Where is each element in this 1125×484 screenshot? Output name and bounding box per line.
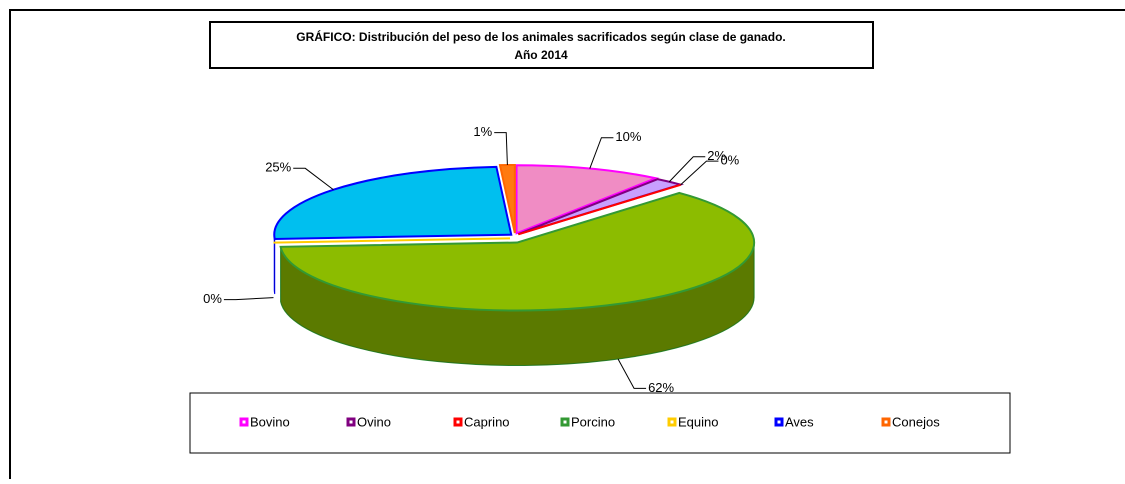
legend-marker-inner: [564, 421, 567, 424]
data-label: 62%: [648, 380, 674, 395]
legend-label: Bovino: [250, 414, 290, 429]
legend-label: Equino: [678, 414, 718, 429]
legend-marker-inner: [243, 421, 246, 424]
legend-marker-inner: [885, 421, 888, 424]
legend-marker-inner: [778, 421, 781, 424]
data-label: 25%: [265, 160, 291, 175]
legend-marker-inner: [350, 421, 353, 424]
legend-marker-inner: [457, 421, 460, 424]
legend-label: Caprino: [464, 414, 510, 429]
chart-subtitle: Año 2014: [514, 48, 568, 62]
legend-marker-inner: [671, 421, 674, 424]
data-label: 1%: [473, 124, 492, 139]
legend-label: Ovino: [357, 414, 391, 429]
legend-label: Aves: [785, 414, 814, 429]
data-label: 0%: [720, 153, 739, 168]
chart-title: GRÁFICO: Distribución del peso de los an…: [296, 29, 785, 44]
data-label: 0%: [203, 291, 222, 306]
legend-label: Porcino: [571, 414, 615, 429]
legend-label: Conejos: [892, 414, 940, 429]
data-label: 10%: [615, 129, 641, 144]
